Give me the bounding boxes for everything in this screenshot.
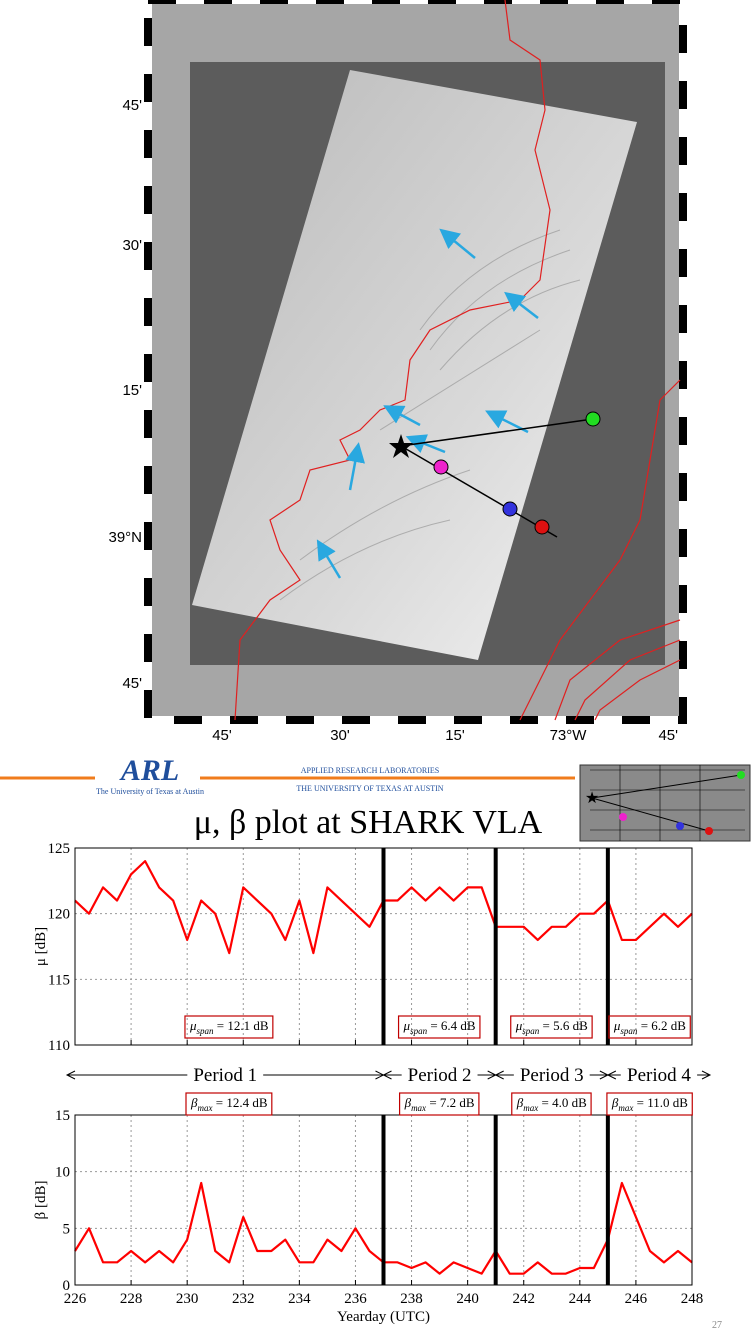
- lon-label: 45': [658, 727, 678, 744]
- slide-title: μ, β plot at SHARK VLA: [194, 804, 543, 841]
- y-tick-label: 0: [63, 1278, 71, 1294]
- lat-label: 45': [122, 97, 142, 114]
- annotation-sub: span: [620, 1026, 638, 1036]
- x-tick-label: 236: [344, 1291, 367, 1307]
- y-tick-label: 115: [48, 972, 70, 988]
- lat-label: 39°N: [108, 529, 142, 546]
- x-axis-label: Yearday (UTC): [337, 1309, 430, 1325]
- org-line: THE UNIVERSITY OF TEXAS AT AUSTIN: [296, 784, 443, 793]
- annotation-text: = 4.0 dB: [538, 1095, 587, 1110]
- annotation-sub: span: [522, 1026, 540, 1036]
- period-label: Period 1: [193, 1065, 257, 1086]
- page-number: 27: [712, 1320, 722, 1331]
- x-tick-label: 232: [232, 1291, 255, 1307]
- annotation-sub: max: [523, 1103, 538, 1113]
- y-axis-label: β [dB]: [33, 1181, 49, 1220]
- y-tick-label: 5: [63, 1221, 71, 1237]
- lat-label: 45': [122, 675, 142, 692]
- y-tick-label: 120: [48, 907, 71, 923]
- period-label: Period 2: [408, 1065, 472, 1086]
- y-tick-label: 125: [48, 841, 71, 857]
- x-tick-label: 240: [456, 1291, 479, 1307]
- annotation: βmax = 12.4 dB: [190, 1095, 268, 1113]
- lon-label: 15': [445, 727, 465, 744]
- annotation-text: = 6.4 dB: [427, 1018, 476, 1033]
- annotation-sub: max: [618, 1103, 633, 1113]
- annotation-text: = 6.2 dB: [637, 1018, 686, 1033]
- annotation-text: = 12.4 dB: [212, 1095, 267, 1110]
- lat-label: 15': [122, 382, 142, 399]
- annotation: βmax = 4.0 dB: [516, 1095, 587, 1113]
- annotation-text: = 12.1 dB: [214, 1018, 269, 1033]
- svg-text:★: ★: [585, 790, 599, 807]
- logo-sub: The University of Texas at Austin: [96, 787, 204, 796]
- period-label: Period 3: [520, 1065, 584, 1086]
- annotation: βmax = 7.2 dB: [404, 1095, 475, 1113]
- lon-label: 30': [330, 727, 350, 744]
- y-tick-label: 110: [48, 1038, 70, 1054]
- inset-map: ★: [580, 765, 750, 841]
- y-tick-label: 15: [55, 1108, 70, 1124]
- y-tick-label: 10: [55, 1165, 70, 1181]
- annotation-sub: max: [411, 1103, 426, 1113]
- annotation-text: = 7.2 dB: [426, 1095, 475, 1110]
- x-tick-label: 238: [400, 1291, 423, 1307]
- annotation-text: = 11.0 dB: [633, 1095, 688, 1110]
- page: 45' 30' 15' 39°N 45' 45' 30' 15' 73°W 45' ARL The…: [0, 0, 751, 1337]
- lat-label: 30': [122, 237, 142, 254]
- map: 45' 30' 15' 39°N 45' 45' 30' 15' 73°W 45': [108, 0, 683, 744]
- org-line: APPLIED RESEARCH LABORATORIES: [301, 766, 440, 775]
- annotation-sub: span: [410, 1026, 428, 1036]
- lon-label: 45': [212, 727, 232, 744]
- x-tick-label: 244: [569, 1291, 592, 1307]
- x-tick-label: 248: [681, 1291, 704, 1307]
- x-tick-label: 228: [120, 1291, 143, 1307]
- y-axis-label: μ [dB]: [33, 927, 49, 966]
- annotation-sub: max: [197, 1103, 212, 1113]
- x-tick-label: 246: [625, 1291, 648, 1307]
- lon-label: 73°W: [550, 727, 588, 744]
- period-label: Period 4: [627, 1065, 691, 1086]
- x-tick-label: 242: [512, 1291, 535, 1307]
- annotation-text: = 5.6 dB: [539, 1018, 588, 1033]
- annotation: βmax = 11.0 dB: [611, 1095, 688, 1113]
- annotation-sub: span: [197, 1026, 215, 1036]
- x-tick-label: 230: [176, 1291, 199, 1307]
- x-tick-label: 234: [288, 1291, 311, 1307]
- logo: ARL: [119, 754, 179, 787]
